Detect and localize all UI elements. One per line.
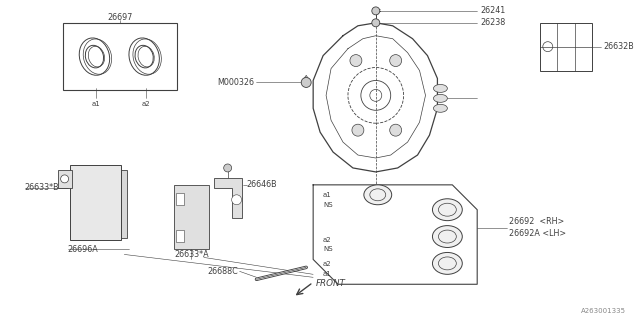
Ellipse shape [364, 185, 392, 205]
Text: A263001335: A263001335 [581, 308, 627, 314]
Text: 26692A <LH>: 26692A <LH> [509, 229, 566, 238]
Text: NS: NS [323, 202, 333, 208]
Text: 26697: 26697 [107, 13, 132, 22]
Text: 26692  <RH>: 26692 <RH> [509, 217, 564, 226]
Bar [79, 170, 127, 237]
Ellipse shape [433, 199, 462, 221]
Text: FRONT: FRONT [316, 279, 346, 288]
Text: a1: a1 [323, 192, 332, 198]
Ellipse shape [433, 84, 447, 92]
Bar [176, 229, 184, 242]
Text: 26241: 26241 [480, 6, 506, 15]
Text: 26633*A: 26633*A [174, 250, 209, 259]
Text: NS: NS [323, 246, 333, 252]
Circle shape [61, 175, 68, 183]
Circle shape [224, 164, 232, 172]
Text: a1: a1 [323, 271, 332, 277]
Text: a1: a1 [92, 101, 101, 107]
Bar [58, 170, 72, 188]
Bar [176, 193, 184, 205]
Ellipse shape [433, 104, 447, 112]
Circle shape [390, 55, 402, 67]
Ellipse shape [433, 252, 462, 274]
Text: 26632B: 26632B [604, 42, 634, 51]
Circle shape [350, 55, 362, 67]
Text: 26688C: 26688C [208, 267, 239, 276]
Text: a2: a2 [323, 236, 332, 243]
Polygon shape [214, 178, 241, 218]
Ellipse shape [433, 226, 462, 247]
Text: M000326: M000326 [218, 78, 255, 87]
Text: 26646B: 26646B [246, 180, 277, 189]
Text: 26238: 26238 [480, 18, 506, 27]
Text: 26696A: 26696A [68, 245, 99, 254]
Bar [70, 165, 122, 240]
Ellipse shape [433, 94, 447, 102]
Text: a2: a2 [142, 101, 150, 107]
Text: a2: a2 [323, 261, 332, 268]
Bar [63, 23, 177, 91]
Circle shape [390, 124, 402, 136]
Text: 26633*B: 26633*B [25, 183, 60, 192]
Circle shape [352, 124, 364, 136]
Circle shape [372, 19, 380, 27]
Circle shape [301, 77, 311, 87]
Circle shape [232, 195, 241, 205]
Bar [540, 23, 591, 70]
Bar [174, 185, 209, 250]
Circle shape [372, 7, 380, 15]
